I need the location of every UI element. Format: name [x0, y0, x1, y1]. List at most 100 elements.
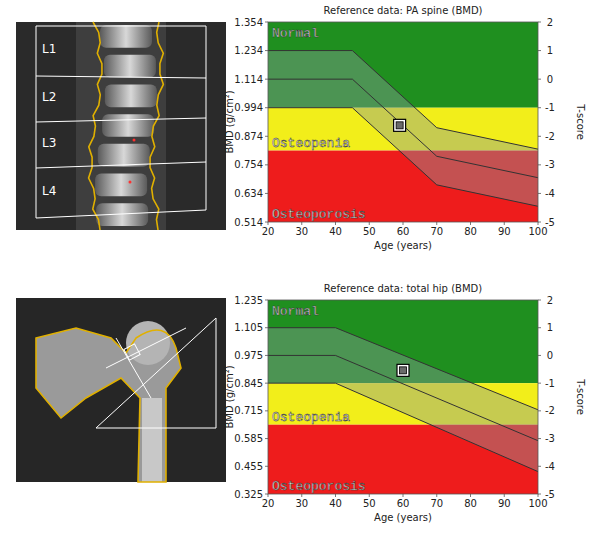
y-tick-label: 0.455 [234, 461, 263, 472]
y2-tick-label: -4 [545, 461, 555, 472]
reference-line [268, 383, 538, 471]
y-tick [265, 22, 268, 23]
y-tick [265, 79, 268, 80]
x-tick-label: 60 [397, 498, 410, 509]
y2-tick-label: -5 [545, 489, 555, 500]
patient-point [397, 364, 409, 376]
x-tick [335, 222, 336, 225]
y-tick-label: 0.845 [234, 378, 263, 389]
x-tick [301, 222, 302, 225]
y2-tick-label: -2 [545, 405, 555, 416]
y-tick-label: 1.114 [234, 74, 263, 85]
y-tick [265, 355, 268, 356]
chart-title: Reference data: PA spine (BMD) [323, 5, 482, 16]
y2-tick [538, 22, 541, 23]
y-tick [265, 466, 268, 467]
reference-line [268, 355, 538, 440]
x-tick-label: 100 [528, 498, 547, 509]
x-tick [436, 494, 437, 497]
chart: NormalOsteopeniaOsteoporosisReference da… [224, 283, 586, 523]
y2-tick [538, 164, 541, 165]
scan-dot [129, 181, 132, 184]
plot-frame [268, 22, 538, 222]
y2-tick-label: 2 [547, 17, 553, 28]
roi-triangle [96, 318, 216, 428]
bone-outline [150, 22, 163, 230]
femoral-shaft [142, 398, 162, 482]
y2-tick [538, 438, 541, 439]
y2-tick [538, 136, 541, 137]
y-tick [265, 164, 268, 165]
plot-frame [268, 300, 538, 494]
y2-tick-label: -2 [545, 131, 555, 142]
vertebra [102, 114, 154, 137]
x-tick [301, 494, 302, 497]
x-tick-label: 70 [430, 498, 443, 509]
y-tick [265, 438, 268, 439]
y-tick [265, 327, 268, 328]
reference-band [268, 328, 538, 472]
y2-axis-label: T-score [575, 103, 586, 140]
vertebra [100, 25, 152, 48]
y2-tick [538, 222, 541, 223]
marker-outer [397, 364, 409, 376]
scan-background [16, 22, 226, 230]
marker-inner [400, 367, 407, 374]
chart-title: Reference data: total hip (BMD) [324, 283, 482, 294]
y2-tick-label: -3 [545, 159, 555, 170]
soft-tissue [76, 22, 166, 230]
y2-tick-label: -4 [545, 188, 555, 199]
vertebra [98, 144, 150, 167]
x-tick-label: 90 [498, 498, 511, 509]
x-tick-label: 40 [329, 226, 342, 237]
vertebra [104, 55, 156, 78]
y2-tick [538, 466, 541, 467]
plot-area [268, 300, 538, 494]
y-tick-label: 0.585 [234, 433, 263, 444]
x-tick [504, 222, 505, 225]
roi-divider [36, 118, 206, 122]
y-tick-label: 0.634 [234, 188, 263, 199]
vertebra [95, 174, 147, 197]
vertebra-label: L2 [42, 90, 56, 104]
plot-area [268, 22, 538, 222]
x-tick [335, 494, 336, 497]
bone-outline [89, 22, 102, 230]
x-tick-label: 90 [498, 226, 511, 237]
y2-tick-label: -1 [545, 102, 555, 113]
x-tick-label: 70 [430, 226, 443, 237]
x-axis-label: Age (years) [374, 240, 432, 251]
reference-band [268, 51, 538, 207]
y2-tick-label: 1 [547, 45, 553, 56]
roi-divider [36, 26, 206, 27]
scan-dot [133, 139, 136, 142]
y-tick [265, 383, 268, 384]
y-tick-label: 0.715 [234, 405, 263, 416]
y-tick-label: 0.754 [234, 159, 263, 170]
bone-outline [36, 328, 181, 482]
roi-box [124, 344, 140, 360]
x-tick [504, 494, 505, 497]
shaft-axis [116, 338, 151, 398]
x-tick [268, 494, 269, 497]
reference-line [268, 51, 538, 150]
figure: L1L2L3L4NormalOsteopeniaOsteoporosisRefe… [0, 0, 600, 534]
y-tick-label: 1.354 [234, 17, 263, 28]
y2-tick-label: 0 [547, 74, 553, 85]
chart: NormalOsteopeniaOsteoporosisReference da… [224, 5, 586, 251]
reference-line [268, 79, 538, 178]
x-tick-label: 40 [329, 498, 342, 509]
x-tick [369, 494, 370, 497]
roi-divider [36, 76, 206, 78]
y2-tick-label: 1 [547, 322, 553, 333]
zone-label: Normal [272, 304, 319, 319]
x-tick [538, 494, 539, 497]
marker-inner [396, 122, 403, 129]
y-tick-label: 0.994 [234, 102, 263, 113]
y-tick-label: 0.514 [234, 217, 263, 228]
x-tick-label: 80 [464, 226, 477, 237]
zone-label: Osteoporosis [272, 479, 366, 494]
x-tick [403, 222, 404, 225]
y-tick [265, 193, 268, 194]
y-tick [265, 300, 268, 301]
